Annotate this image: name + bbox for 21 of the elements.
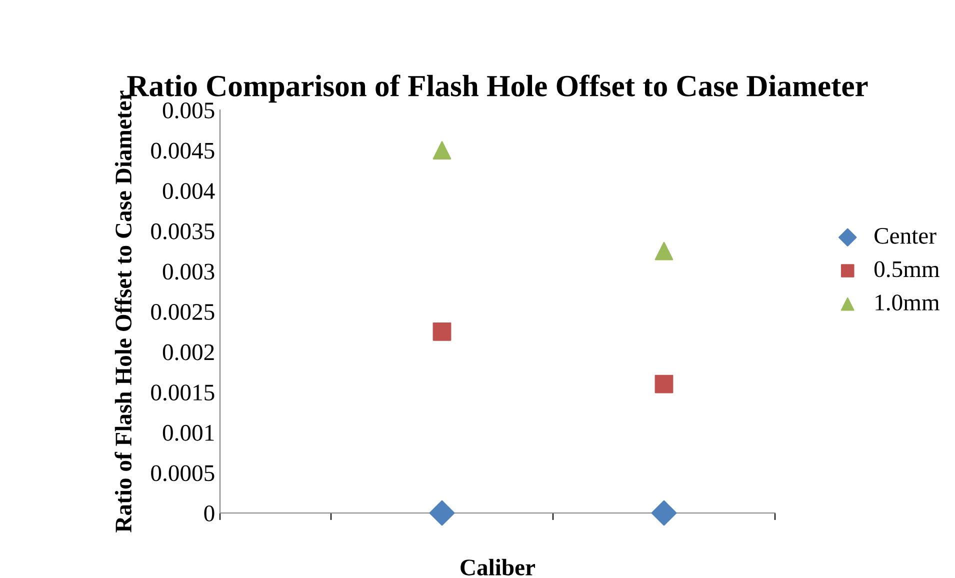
point	[429, 500, 455, 526]
y-tick-label: 0.002	[162, 344, 214, 360]
y-tick-label: 0.0015	[151, 384, 214, 401]
legend-label: Center	[874, 228, 936, 244]
y-tick-label: 0.0005	[151, 465, 214, 482]
point	[654, 242, 674, 260]
y-tick-label: 0.0045	[151, 142, 214, 159]
y-tick-label: 0.0025	[151, 304, 214, 320]
y-tick-label: 0.005	[162, 102, 214, 119]
y-tick-label: 0.003	[162, 264, 214, 280]
point	[654, 374, 674, 394]
y-tick-label: 0.004	[162, 183, 215, 200]
point	[651, 500, 677, 526]
y-tick-label: 0	[204, 505, 214, 522]
y-tick-label: 0.001	[162, 424, 214, 441]
legend-label: 0.5mm	[874, 261, 940, 278]
x-axis-title: Caliber	[460, 558, 536, 576]
legend-label: 1.0mm	[876, 294, 940, 311]
point	[432, 141, 452, 160]
point	[432, 322, 452, 341]
y-tick-label: 0.0035	[151, 223, 214, 240]
